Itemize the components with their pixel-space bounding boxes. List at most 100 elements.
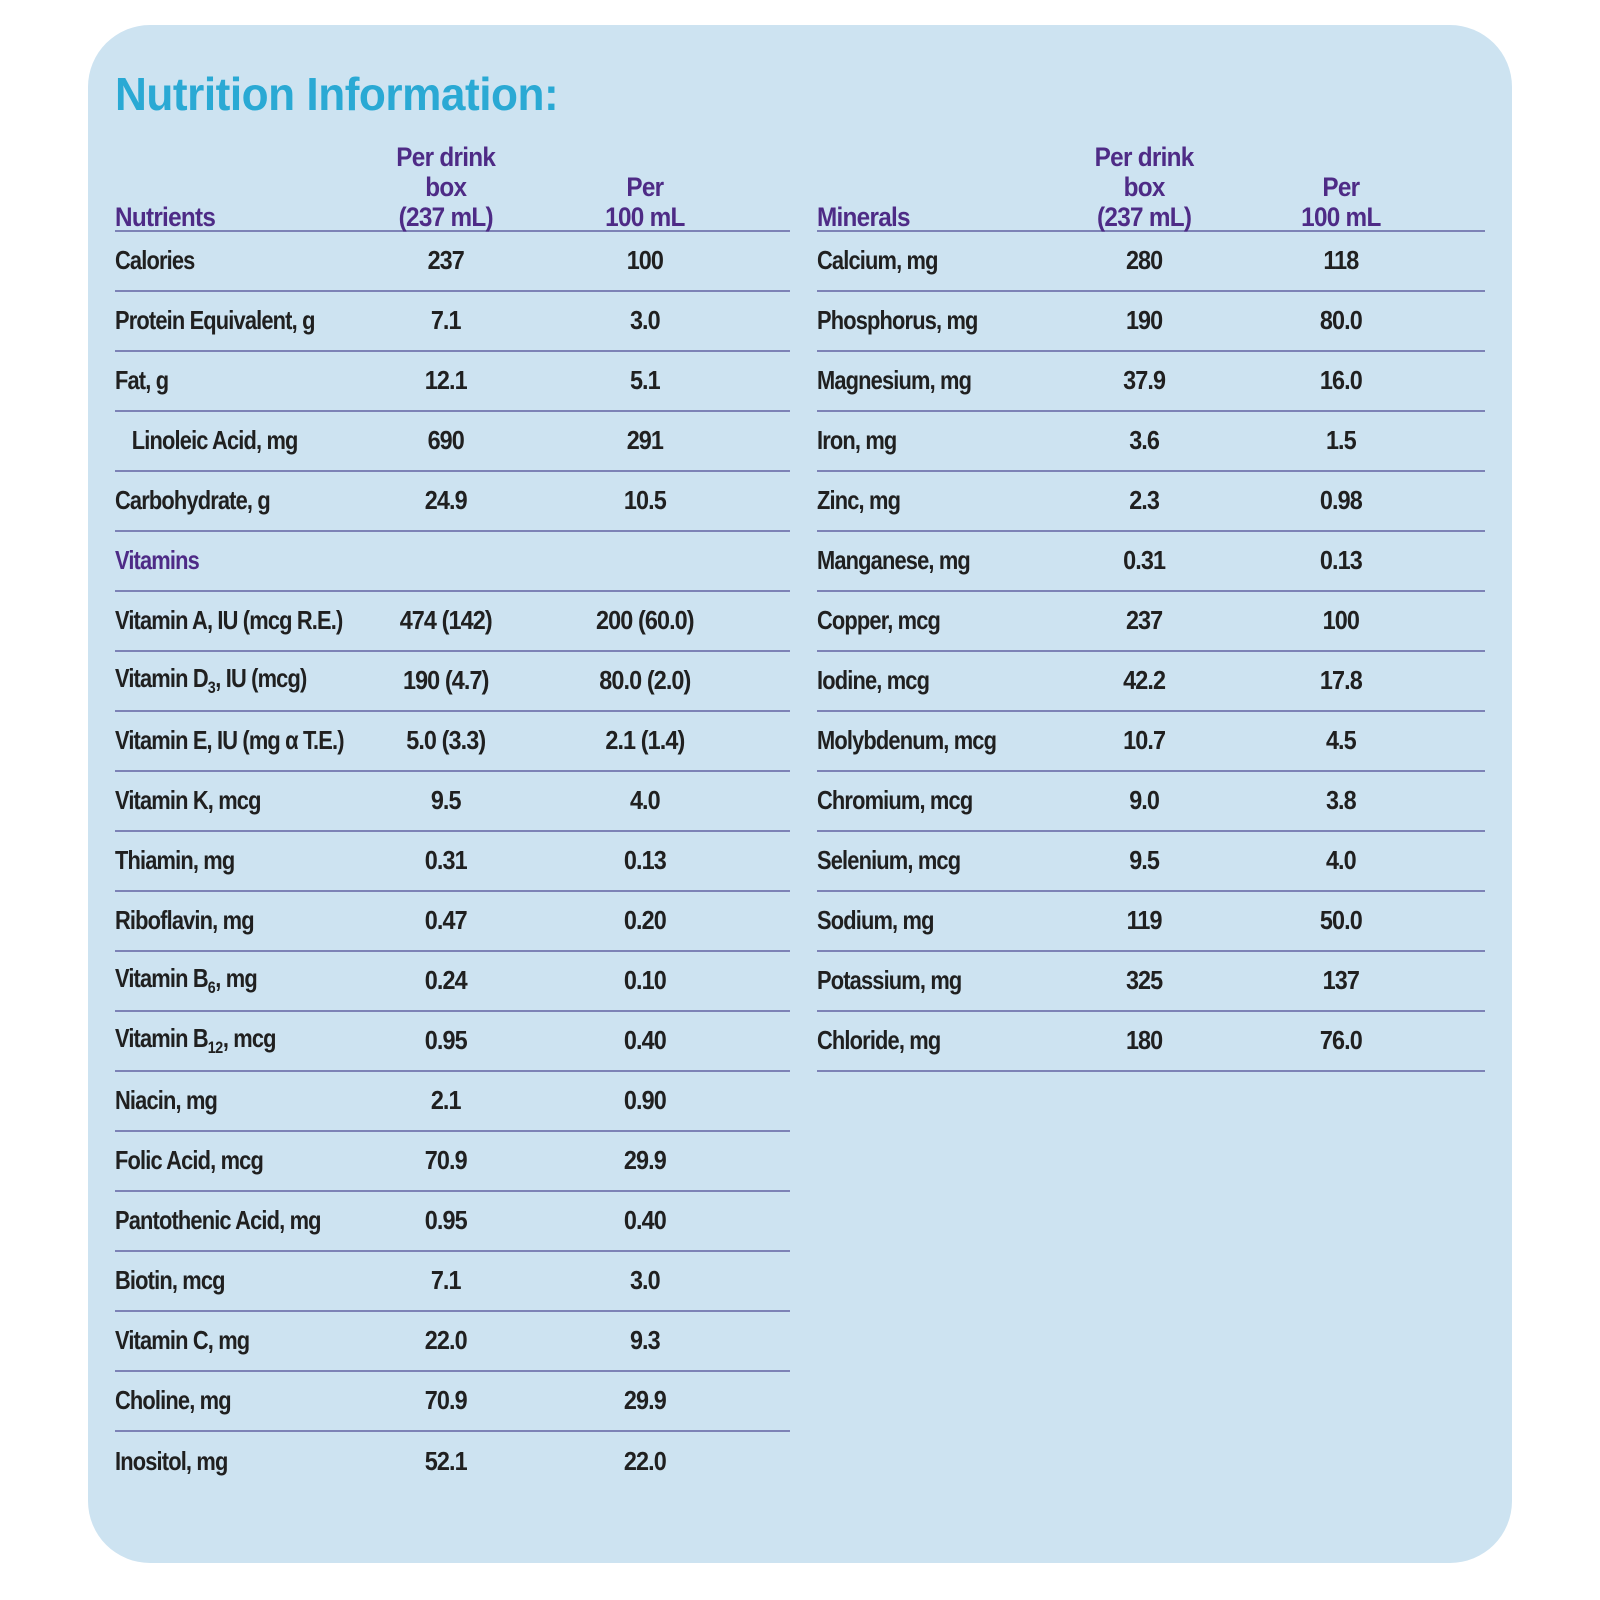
per-drink-box-value: 7.1 bbox=[430, 305, 462, 336]
table-row: Protein Equivalent, g 7.1 3.0 bbox=[115, 292, 790, 352]
per-drink-box-value: 180 bbox=[1126, 1025, 1163, 1056]
row-label: Manganese, mg bbox=[816, 545, 971, 576]
table-row: Copper, mcg 237 100 bbox=[816, 592, 1485, 652]
per-drink-box-value: 190 (4.7) bbox=[402, 665, 489, 696]
table-row: Linoleic Acid, mg 690 291 bbox=[115, 412, 790, 472]
table-row: Manganese, mg 0.31 0.13 bbox=[816, 532, 1485, 592]
per-drink-box-value: 237 bbox=[427, 245, 465, 276]
per-drink-box-header: Per drink box (237 mL) bbox=[396, 141, 496, 233]
minerals-table-header: Minerals Per drink box (237 mL) Per 100 … bbox=[816, 141, 1485, 233]
row-label: Potassium, mg bbox=[816, 965, 962, 996]
table-row: Zinc, mg 2.3 0.98 bbox=[816, 472, 1485, 532]
per-drink-box-value: 2.1 bbox=[430, 1085, 462, 1116]
row-label: Magnesium, mg bbox=[816, 365, 972, 396]
page-title: Nutrition Information: bbox=[115, 68, 559, 120]
per-100ml-value: 291 bbox=[626, 425, 664, 456]
per-drink-box-value: 2.3 bbox=[1129, 485, 1160, 516]
row-label: Pantothenic Acid, mg bbox=[115, 1205, 322, 1236]
per-drink-box-value: 7.1 bbox=[430, 1265, 462, 1296]
per-100ml-value: 0.10 bbox=[623, 965, 667, 996]
per-100ml-value: 137 bbox=[1323, 965, 1360, 996]
table-row: Vitamin K, mcg 9.5 4.0 bbox=[115, 772, 790, 832]
table-row: Fat, g 12.1 5.1 bbox=[115, 352, 790, 412]
tables-container: Nutrients Per drink box (237 mL) Per 100… bbox=[115, 142, 1485, 1492]
minerals-table: Minerals Per drink box (237 mL) Per 100 … bbox=[816, 141, 1485, 1492]
per-drink-box-value: 0.31 bbox=[424, 845, 468, 876]
row-label: Choline, mg bbox=[115, 1385, 232, 1416]
per-drink-box-value: 0.95 bbox=[424, 1205, 468, 1236]
per-100ml-value: 2.1 (1.4) bbox=[605, 725, 685, 756]
table-row: Vitamin E, IU (mg α T.E.) 5.0 (3.3) 2.1 (1… bbox=[115, 712, 790, 772]
row-label: Zinc, mg bbox=[816, 485, 901, 516]
per-100ml-value: 17.8 bbox=[1320, 665, 1363, 696]
nutrients-table-header: Nutrients Per drink box (237 mL) Per 100… bbox=[115, 142, 790, 232]
per-drink-box-value: 0.24 bbox=[424, 965, 468, 996]
row-label: Linoleic Acid, mg bbox=[131, 425, 299, 456]
per-drink-box-value: 280 bbox=[1126, 245, 1163, 276]
row-label: Protein Equivalent, g bbox=[115, 305, 315, 336]
per-drink-box-value: 9.5 bbox=[1129, 845, 1160, 876]
row-label: Vitamin K, mcg bbox=[115, 785, 261, 816]
per-100ml-value: 100 bbox=[1323, 605, 1360, 636]
table-row: Choline, mg 70.9 29.9 bbox=[115, 1372, 790, 1432]
per-drink-box-value: 9.5 bbox=[430, 785, 462, 816]
nutrients-table-body: Calories 237 100 Protein Equivalent, g 7.1 3.… bbox=[115, 232, 790, 1492]
per-drink-box-value: 5.0 (3.3) bbox=[406, 725, 486, 756]
per-100ml-value: 100 bbox=[626, 245, 664, 276]
table-row: Calcium, mg 280 118 bbox=[816, 232, 1485, 292]
per-drink-box-value: 22.0 bbox=[424, 1325, 468, 1356]
table-row: Vitamin C, mg 22.0 9.3 bbox=[115, 1312, 790, 1372]
table-row: Sodium, mg 119 50.0 bbox=[816, 892, 1485, 952]
per-100ml-value: 0.90 bbox=[623, 1085, 667, 1116]
row-label: Folic Acid, mcg bbox=[115, 1145, 264, 1176]
table-row: Riboflavin, mg 0.47 0.20 bbox=[115, 892, 790, 952]
per-100ml-value: 10.5 bbox=[623, 485, 667, 516]
per-drink-box-value: 70.9 bbox=[424, 1385, 468, 1416]
per-100ml-value: 5.1 bbox=[629, 365, 661, 396]
per-100ml-value: 29.9 bbox=[623, 1145, 667, 1176]
per-100ml-value: 0.40 bbox=[623, 1025, 667, 1056]
per-100ml-value: 80.0 (2.0) bbox=[599, 665, 691, 696]
table-row: Molybdenum, mcg 10.7 4.5 bbox=[816, 712, 1485, 772]
per-drink-box-value: 10.7 bbox=[1123, 725, 1166, 756]
per-100ml-value: 4.5 bbox=[1326, 725, 1357, 756]
table-row: Niacin, mg 2.1 0.90 bbox=[115, 1072, 790, 1132]
per-100ml-value: 4.0 bbox=[1326, 845, 1357, 876]
row-label: Selenium, mcg bbox=[816, 845, 961, 876]
row-label: Sodium, mg bbox=[816, 905, 934, 936]
per-drink-box-value: 12.1 bbox=[424, 365, 468, 396]
per-100ml-value: 3.8 bbox=[1326, 785, 1357, 816]
per-100ml-value: 3.0 bbox=[629, 305, 661, 336]
table-row: Chloride, mg 180 76.0 bbox=[816, 1012, 1485, 1072]
table-row: Biotin, mcg 7.1 3.0 bbox=[115, 1252, 790, 1312]
table-row: Carbohydrate, g 24.9 10.5 bbox=[115, 472, 790, 532]
row-label: Copper, mcg bbox=[816, 605, 941, 636]
per-100ml-value: 200 (60.0) bbox=[595, 605, 695, 636]
row-label: Vitamin B6, mg bbox=[115, 963, 258, 998]
per-drink-box-header: Per drink box (237 mL) bbox=[1094, 141, 1195, 233]
per-drink-box-value: 3.6 bbox=[1129, 425, 1160, 456]
row-label: Phosphorus, mg bbox=[816, 305, 978, 336]
per-drink-box-value: 0.95 bbox=[424, 1025, 468, 1056]
table-row: Calories 237 100 bbox=[115, 232, 790, 292]
per-100ml-value: 76.0 bbox=[1320, 1025, 1363, 1056]
row-label: Vitamin E, IU (mg α T.E.) bbox=[115, 725, 345, 756]
table-row: Vitamin B12, mcg 0.95 0.40 bbox=[115, 1012, 790, 1072]
nutrients-table: Nutrients Per drink box (237 mL) Per 100… bbox=[115, 142, 790, 1492]
table-row: Iron, mg 3.6 1.5 bbox=[816, 412, 1485, 472]
per-drink-box-value: 474 (142) bbox=[399, 605, 493, 636]
row-label: Inositol, mg bbox=[115, 1446, 228, 1477]
table-row: Chromium, mcg 9.0 3.8 bbox=[816, 772, 1485, 832]
per-100ml-value: 0.13 bbox=[1320, 545, 1363, 576]
row-label: Biotin, mcg bbox=[115, 1265, 226, 1296]
per-drink-box-value: 0.31 bbox=[1123, 545, 1166, 576]
per-100ml-value: 9.3 bbox=[629, 1325, 661, 1356]
per-100ml-value: 4.0 bbox=[629, 785, 661, 816]
row-label: Niacin, mg bbox=[115, 1085, 218, 1116]
per-100ml-value: 22.0 bbox=[623, 1446, 667, 1477]
row-label: Molybdenum, mcg bbox=[816, 725, 997, 756]
table-row: Selenium, mcg 9.5 4.0 bbox=[816, 832, 1485, 892]
per-drink-box-value: 237 bbox=[1126, 605, 1163, 636]
table-row: Vitamin D3, IU (mcg) 190 (4.7) 80.0 (2.0) bbox=[115, 652, 790, 712]
per-100ml-value: 0.13 bbox=[623, 845, 667, 876]
